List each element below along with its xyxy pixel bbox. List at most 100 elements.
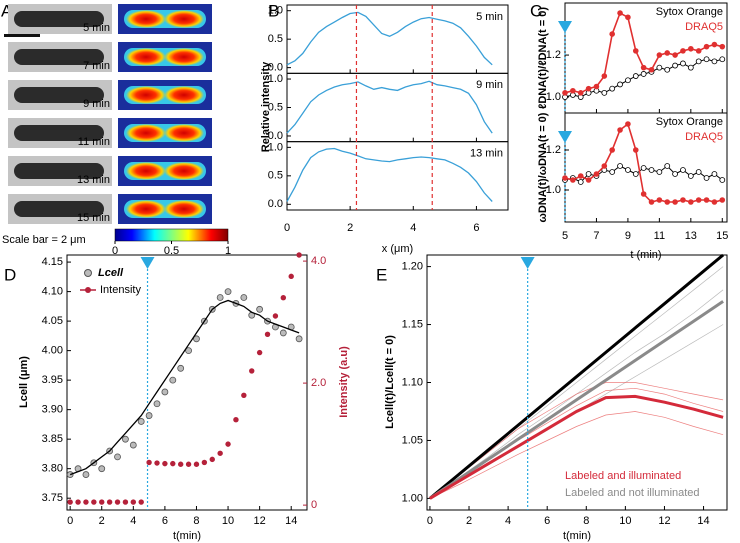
intensity-point [256, 349, 263, 356]
y-tick-label: 3.95 [42, 374, 63, 386]
data-point [687, 64, 694, 71]
data-point [687, 173, 694, 179]
data-point [640, 71, 647, 77]
data-point [593, 171, 600, 177]
intensity-point [114, 499, 121, 505]
intensity-point [138, 499, 144, 505]
data-point [680, 167, 686, 173]
data-point [672, 52, 678, 58]
data-point [695, 48, 702, 54]
intensity-point [193, 461, 200, 467]
data-point [656, 169, 663, 175]
data-point [695, 169, 702, 175]
data-point [672, 62, 678, 69]
x-tick-label: 8 [193, 515, 199, 527]
data-point [585, 171, 592, 177]
cell [14, 163, 104, 179]
data-point [145, 412, 153, 419]
scale-bar [4, 34, 40, 37]
data-point [719, 177, 726, 183]
data-point [617, 127, 623, 133]
data-point [295, 335, 303, 343]
x-tick-label: 2 [99, 515, 105, 527]
heatmap-spot [164, 200, 204, 218]
data-point [664, 199, 671, 205]
data-point [129, 441, 137, 449]
y-tick-label: 1.15 [402, 318, 423, 330]
legend-label: Intensity [100, 284, 141, 296]
marker-triangle [140, 257, 155, 269]
x-tick-label: 14 [697, 515, 709, 527]
data-point [240, 294, 248, 301]
data-point [625, 14, 631, 21]
y-axis-label: Lcell (μm) [18, 356, 30, 408]
y-tick-label: 1.0 [546, 184, 561, 196]
y-tick-label: 0.5 [268, 170, 283, 182]
data-point [632, 73, 639, 79]
panel-letter: E [376, 265, 387, 284]
data-point [216, 294, 224, 301]
data-point [617, 10, 623, 16]
y-tick-label: 1.2 [546, 49, 561, 61]
data-point [703, 197, 710, 203]
data-point [609, 85, 616, 92]
x-tick-label: 8 [583, 515, 589, 527]
legend-marker [85, 287, 91, 293]
y-tick-label: 3.85 [42, 433, 63, 445]
data-point [98, 465, 106, 473]
profile-line [286, 11, 493, 66]
data-point [570, 87, 576, 94]
heatmap-spot [164, 162, 204, 180]
data-point [577, 173, 584, 179]
data-point [711, 199, 718, 205]
intensity-point [122, 499, 129, 505]
data-point [703, 56, 710, 63]
y-tick-label: 0.0 [268, 198, 283, 210]
y-axis-label: Intensity (a.u) [338, 346, 350, 418]
data-point [711, 41, 718, 48]
x-tick-label: 13 [685, 230, 697, 242]
colorbar-tick-label: 0 [112, 245, 118, 257]
y-tick-label: 0 [311, 499, 317, 511]
intensity-point [130, 499, 137, 505]
time-label: 15 min [77, 212, 110, 224]
data-point [256, 305, 264, 313]
mean-line [429, 394, 724, 500]
marker-triangle [520, 257, 535, 269]
data-point [577, 179, 584, 185]
x-tick-label: 0 [67, 515, 73, 527]
data-point [711, 171, 718, 177]
y-axis-label: ωDNA(t)/ωDNA(t = 0) [537, 112, 549, 222]
legend-label: Sytox Orange [656, 116, 723, 128]
data-point [711, 58, 718, 65]
data-point [648, 199, 655, 205]
panel-letter: B [268, 1, 279, 20]
data-point [688, 45, 694, 52]
heatmap-spot [164, 48, 204, 66]
intensity-point [91, 499, 97, 505]
data-point [617, 81, 623, 88]
data-point [137, 418, 145, 425]
intensity-point [280, 295, 287, 301]
data-point [279, 329, 287, 337]
data-point [672, 199, 678, 205]
heatmap-spot [126, 162, 166, 180]
plot-frame [286, 72, 509, 143]
x-tick-label: 6 [473, 222, 479, 234]
y-tick-label: 4.15 [42, 256, 63, 268]
y-axis-label: Relative intensity [260, 61, 272, 152]
x-tick-label: 0 [284, 222, 290, 234]
data-point [664, 50, 671, 56]
data-point [719, 56, 726, 63]
panel-letter: C [530, 1, 542, 20]
plot-frame [66, 254, 308, 511]
data-point [688, 199, 694, 205]
legend-label: DRAQ5 [685, 21, 723, 33]
data-point [593, 83, 600, 90]
data-point [66, 471, 74, 478]
data-point [719, 197, 726, 203]
data-point [601, 73, 608, 79]
legend-label: Labeled and illuminated [565, 470, 681, 482]
heatmap-spot [164, 10, 204, 28]
intensity-point [185, 461, 192, 467]
